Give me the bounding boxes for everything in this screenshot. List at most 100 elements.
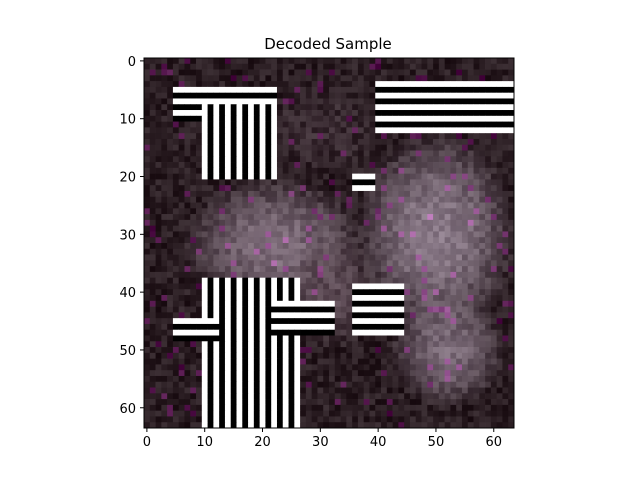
image-pixel <box>334 225 341 232</box>
image-pixel <box>224 156 232 163</box>
image-pixel <box>184 399 191 406</box>
image-pixel <box>334 202 341 209</box>
image-pixel <box>381 410 388 417</box>
image-pixel <box>149 375 156 383</box>
image-pixel <box>161 167 168 174</box>
image-pixel <box>167 375 174 383</box>
image-pixel <box>381 243 388 250</box>
image-pixel <box>398 387 405 394</box>
image-pixel <box>381 225 388 232</box>
image-pixel <box>265 231 272 238</box>
image-pixel <box>508 254 514 261</box>
image-pixel <box>444 422 451 428</box>
image-pixel <box>404 352 411 359</box>
image-pixel <box>219 375 226 383</box>
image-pixel <box>265 404 272 412</box>
image-pixel <box>161 133 168 140</box>
image-pixel <box>329 254 336 261</box>
image-pixel <box>381 81 388 88</box>
image-pixel <box>172 260 180 267</box>
image-pixel <box>456 231 463 238</box>
image-pixel <box>427 133 434 140</box>
image-pixel <box>311 150 318 157</box>
image-pixel <box>184 410 191 417</box>
image-pixel <box>375 156 382 163</box>
image-pixel <box>248 381 255 388</box>
image-pixel <box>357 410 365 417</box>
image-pixel <box>184 306 191 313</box>
image-pixel <box>236 190 243 198</box>
image-pixel <box>323 300 330 307</box>
image-pixel <box>230 318 237 325</box>
image-pixel <box>196 185 203 192</box>
image-pixel <box>352 393 359 400</box>
image-pixel <box>502 271 509 279</box>
image-pixel <box>392 225 399 232</box>
image-pixel <box>196 150 203 157</box>
image-pixel <box>485 404 492 412</box>
image-pixel <box>224 127 232 134</box>
image-pixel <box>161 179 168 186</box>
image-pixel <box>444 254 451 261</box>
image-pixel <box>167 202 174 209</box>
image-pixel <box>144 260 151 267</box>
image-pixel <box>415 387 422 394</box>
image-pixel <box>450 138 457 146</box>
image-pixel <box>144 312 151 319</box>
image-pixel <box>409 243 417 250</box>
image-pixel <box>190 381 197 388</box>
image-pixel <box>242 375 249 383</box>
image-pixel <box>288 266 295 273</box>
image-pixel <box>456 138 463 146</box>
image-pixel <box>201 266 208 273</box>
image-pixel <box>461 283 469 290</box>
image-pixel <box>230 260 237 267</box>
image-pixel <box>271 138 278 146</box>
image-pixel <box>172 63 180 70</box>
image-pixel <box>323 347 330 354</box>
image-pixel <box>207 364 214 371</box>
image-pixel <box>248 150 255 157</box>
image-pixel <box>381 306 388 313</box>
image-pixel <box>201 98 208 105</box>
image-pixel <box>276 69 284 76</box>
image-pixel <box>300 422 307 428</box>
image-pixel <box>294 318 301 325</box>
image-pixel <box>248 300 255 307</box>
image-pixel <box>207 243 214 250</box>
image-pixel <box>271 69 278 76</box>
image-pixel <box>363 335 370 342</box>
image-pixel <box>461 300 469 307</box>
image-pixel <box>392 393 399 400</box>
image-pixel <box>334 300 341 307</box>
image-pixel <box>485 58 492 65</box>
image-pixel <box>155 416 162 423</box>
image-pixel <box>444 312 451 319</box>
image-pixel <box>398 115 405 122</box>
image-pixel <box>386 358 393 365</box>
image-pixel <box>421 219 428 227</box>
image-pixel <box>502 156 509 163</box>
image-pixel <box>502 254 509 261</box>
image-pixel <box>259 92 266 99</box>
image-pixel <box>502 260 509 267</box>
image-pixel <box>438 277 445 284</box>
image-pixel <box>230 266 237 273</box>
image-pixel <box>479 179 486 186</box>
image-pixel <box>317 329 324 336</box>
image-pixel <box>369 416 376 423</box>
image-pixel <box>178 231 185 238</box>
image-pixel <box>329 196 336 203</box>
image-pixel <box>248 341 255 348</box>
image-pixel <box>392 248 399 255</box>
image-pixel <box>282 271 289 279</box>
image-pixel <box>369 335 376 342</box>
image-pixel <box>340 110 347 117</box>
image-pixel <box>219 150 226 157</box>
image-pixel <box>196 393 203 400</box>
image-pixel <box>485 260 492 267</box>
image-pixel <box>329 312 336 319</box>
image-pixel <box>178 167 185 174</box>
image-pixel <box>467 300 474 307</box>
image-pixel <box>381 110 388 117</box>
